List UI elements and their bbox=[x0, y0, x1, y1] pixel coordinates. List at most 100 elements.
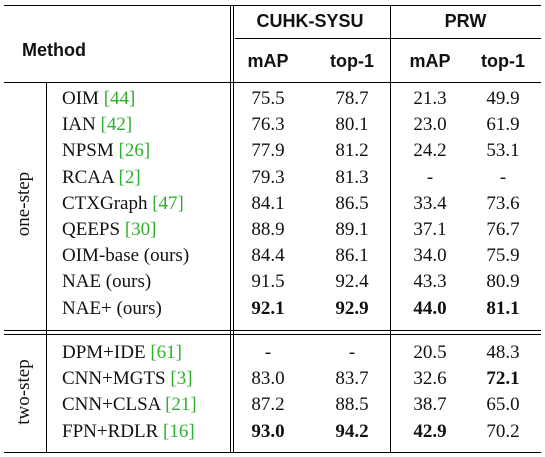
metric-value: 89.1 bbox=[335, 219, 369, 240]
metric-value: 42.9 bbox=[413, 420, 447, 442]
method-name: DPM+IDE [61] bbox=[62, 340, 182, 366]
method-name-text: CNN+CLSA bbox=[62, 394, 166, 416]
method-name: CNN+CLSA [21] bbox=[62, 392, 197, 418]
citation-link[interactable]: [26] bbox=[118, 140, 151, 162]
metric-value: 49.9 bbox=[486, 88, 520, 109]
metric-value: 91.5 bbox=[251, 271, 285, 293]
metric-value: 21.3 bbox=[413, 88, 447, 109]
section-label: one-step bbox=[13, 171, 34, 237]
metric-value: 94.2 bbox=[335, 420, 369, 442]
metric-value: 70.2 bbox=[486, 420, 520, 442]
metric-value: 76.3 bbox=[251, 114, 285, 136]
metric-value: 65.0 bbox=[486, 394, 520, 416]
metric-value: 73.6 bbox=[486, 192, 520, 214]
method-name-text: DPM+IDE bbox=[62, 342, 151, 363]
metric-value: - bbox=[348, 342, 356, 363]
method-name-text: OIM bbox=[62, 88, 104, 109]
method-name-text: FPN+RDLR bbox=[62, 420, 163, 442]
section-divider bbox=[46, 82, 47, 452]
metric-value: 80.9 bbox=[486, 271, 520, 293]
metric-value: 88.9 bbox=[251, 219, 285, 240]
column-divider bbox=[230, 5, 231, 452]
metric-value: 72.1 bbox=[486, 368, 520, 390]
metric-value: 86.5 bbox=[335, 192, 369, 214]
citation-link[interactable]: [61] bbox=[150, 342, 182, 363]
citation-link[interactable]: [42] bbox=[100, 114, 133, 136]
prw-header: PRW bbox=[444, 11, 487, 31]
citation-link[interactable]: [16] bbox=[163, 420, 195, 442]
metric-value: 75.5 bbox=[251, 88, 285, 109]
metric-value: 92.9 bbox=[335, 297, 369, 319]
metric-value: 83.0 bbox=[251, 368, 285, 390]
method-name: IAN [42] bbox=[62, 112, 132, 138]
method-name-text: RCAA bbox=[62, 166, 119, 188]
metric-value: 93.0 bbox=[251, 420, 285, 442]
metric-value: 38.7 bbox=[413, 394, 447, 416]
metric-value: 78.7 bbox=[335, 88, 369, 109]
metric-value: 83.7 bbox=[335, 368, 369, 390]
metric-value: 81.1 bbox=[486, 297, 520, 319]
citation-link[interactable]: [21] bbox=[165, 394, 197, 416]
metric-value: 75.9 bbox=[486, 245, 520, 267]
method-name: CNN+MGTS [3] bbox=[62, 366, 193, 392]
citation-link[interactable]: [30] bbox=[124, 219, 157, 240]
top-rule bbox=[4, 5, 541, 6]
metric-value: 48.3 bbox=[486, 342, 520, 363]
metric-value: 53.1 bbox=[486, 140, 520, 162]
metric-value: 92.1 bbox=[251, 297, 285, 319]
citation-link[interactable]: [47] bbox=[152, 192, 184, 214]
metric-value: 80.1 bbox=[335, 114, 369, 136]
method-name-text: CTXGraph bbox=[62, 192, 153, 214]
metric-value: 34.0 bbox=[413, 245, 447, 267]
metric-value: - bbox=[264, 342, 272, 363]
metric-value: 43.3 bbox=[413, 271, 447, 293]
method-name-text: NPSM bbox=[62, 140, 119, 162]
column-divider bbox=[390, 5, 391, 452]
metric-value: 92.4 bbox=[335, 271, 369, 293]
column-divider bbox=[233, 5, 234, 452]
metric-header: top-1 bbox=[481, 51, 525, 71]
metric-value: 32.6 bbox=[413, 368, 447, 390]
citation-link[interactable]: [2] bbox=[118, 166, 141, 188]
method-name: NAE+ (ours) bbox=[62, 296, 162, 322]
section-rule bbox=[4, 330, 541, 331]
metric-value: 24.2 bbox=[413, 140, 447, 162]
method-name-text: QEEPS bbox=[62, 219, 125, 240]
metric-value: 88.5 bbox=[335, 394, 369, 416]
citation-link[interactable]: [3] bbox=[170, 368, 193, 390]
method-name: OIM-base (ours) bbox=[62, 243, 189, 269]
metric-value: - bbox=[426, 166, 434, 188]
metric-value: 84.4 bbox=[251, 245, 285, 267]
cuhk-sysu-header: CUHK-SYSU bbox=[256, 11, 364, 31]
metric-header: mAP bbox=[409, 51, 451, 71]
bottom-rule bbox=[4, 452, 541, 453]
method-name: OIM [44] bbox=[62, 86, 135, 112]
metric-header: mAP bbox=[247, 51, 289, 71]
method-name: NAE (ours) bbox=[62, 269, 151, 295]
method-header: Method bbox=[22, 40, 86, 60]
metric-value: 79.3 bbox=[251, 166, 285, 188]
section-label: two-step bbox=[13, 359, 34, 426]
metric-value: 81.2 bbox=[335, 140, 369, 162]
group-rule bbox=[235, 38, 541, 39]
method-name-text: IAN bbox=[62, 114, 101, 136]
metric-header: top-1 bbox=[330, 51, 374, 71]
metric-value: 86.1 bbox=[335, 245, 369, 267]
method-name: RCAA [2] bbox=[62, 165, 141, 191]
citation-link[interactable]: [44] bbox=[103, 88, 136, 109]
metric-value: 33.4 bbox=[413, 192, 447, 214]
method-name: CTXGraph [47] bbox=[62, 191, 184, 217]
metric-value: 23.0 bbox=[413, 114, 447, 136]
method-name-text: NAE (ours) bbox=[62, 271, 152, 293]
metric-value: 76.7 bbox=[486, 219, 520, 240]
method-name: QEEPS [30] bbox=[62, 217, 156, 243]
header-rule bbox=[4, 82, 541, 83]
method-name-text: OIM-base (ours) bbox=[62, 245, 190, 267]
metric-value: - bbox=[499, 166, 507, 188]
section-rule bbox=[4, 334, 541, 335]
method-name: FPN+RDLR [16] bbox=[62, 419, 195, 445]
method-name: NPSM [26] bbox=[62, 138, 150, 164]
metric-value: 81.3 bbox=[335, 166, 369, 188]
metric-value: 77.9 bbox=[251, 140, 285, 162]
metric-value: 61.9 bbox=[486, 114, 520, 136]
